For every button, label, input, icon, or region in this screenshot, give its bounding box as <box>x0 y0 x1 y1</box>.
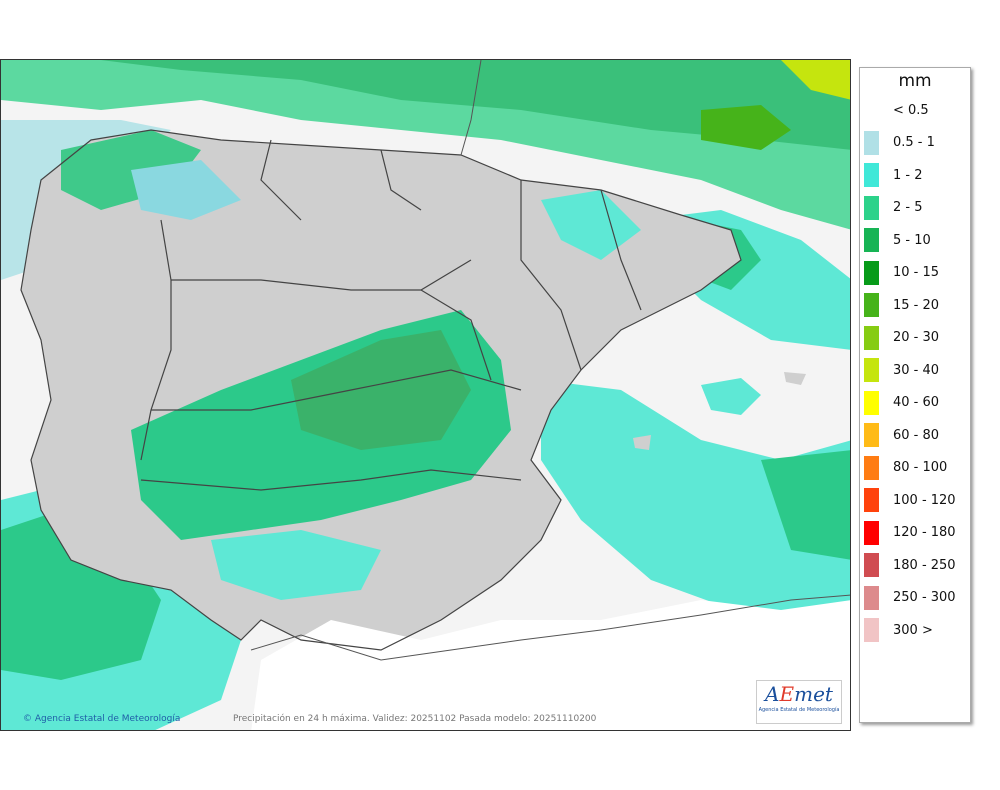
legend-item: 2 - 5 <box>864 195 923 220</box>
legend-label: 0.5 - 1 <box>893 135 935 150</box>
legend-item: 250 - 300 <box>864 585 956 610</box>
legend-item: 180 - 250 <box>864 553 956 577</box>
legend-item: 80 - 100 <box>864 455 948 480</box>
legend-label: 40 - 60 <box>893 395 940 410</box>
legend-label: 120 - 180 <box>893 525 956 540</box>
legend-item: 10 - 15 <box>864 260 940 285</box>
africa-coastline <box>250 594 850 661</box>
map-caption: Precipitación en 24 h máxima. Validez: 2… <box>233 714 597 724</box>
legend: mm < 0.5 0.5 - 1 1 - 2 2 - 5 5 - 10 10 - 15 15… <box>859 67 971 723</box>
legend-item: 60 - 80 <box>864 423 939 447</box>
legend-swatch <box>864 195 879 220</box>
legend-swatch <box>864 98 879 122</box>
legend-item: 5 - 10 <box>864 228 931 252</box>
legend-swatch <box>864 618 879 642</box>
legend-item: 100 - 120 <box>864 488 956 512</box>
legend-label: 180 - 250 <box>893 557 956 573</box>
legend-swatch <box>864 553 879 577</box>
legend-item: 20 - 30 <box>864 325 940 350</box>
legend-item: 120 - 180 <box>864 520 956 545</box>
legend-label: 80 - 100 <box>893 460 948 475</box>
legend-label: 250 - 300 <box>893 590 956 605</box>
legend-swatch <box>864 325 879 350</box>
legend-swatch <box>864 130 879 155</box>
legend-label: 30 - 40 <box>893 362 940 378</box>
legend-swatch <box>864 260 879 285</box>
legend-label: 10 - 15 <box>893 265 940 280</box>
legend-swatch <box>864 358 879 382</box>
legend-swatch <box>864 585 879 610</box>
legend-label: 2 - 5 <box>893 200 923 215</box>
land-rain <box>61 130 641 600</box>
legend-swatch <box>864 423 879 447</box>
precipitation-map: © Agencia Estatal de Meteorología Precip… <box>0 59 851 731</box>
legend-item: < 0.5 <box>864 98 929 122</box>
legend-label: 1 - 2 <box>893 167 923 183</box>
legend-item: 0.5 - 1 <box>864 130 935 155</box>
legend-swatch <box>864 455 879 480</box>
north-africa-land <box>251 600 850 730</box>
legend-swatch <box>864 293 879 317</box>
logo-wordmark: AEmet <box>765 682 833 706</box>
legend-unit: mm <box>898 71 932 91</box>
map-canvas <box>1 60 850 730</box>
legend-label: 300 > <box>893 622 933 638</box>
logo-subtitle: Agencia Estatal de Meteorología <box>758 707 840 713</box>
legend-label: < 0.5 <box>893 102 929 118</box>
legend-item: 15 - 20 <box>864 293 939 317</box>
legend-swatch <box>864 488 879 512</box>
legend-item: 40 - 60 <box>864 390 940 415</box>
legend-label: 60 - 80 <box>893 427 940 443</box>
legend-swatch <box>864 520 879 545</box>
aemet-logo: AEmet Agencia Estatal de Meteorología <box>756 680 842 724</box>
legend-item: 300 > <box>864 618 933 642</box>
balearic-islands <box>633 372 806 450</box>
legend-label: 100 - 120 <box>893 492 956 508</box>
credit-text: © Agencia Estatal de Meteorología <box>23 714 181 724</box>
legend-swatch <box>864 390 879 415</box>
legend-item: 1 - 2 <box>864 163 923 187</box>
legend-label: 5 - 10 <box>893 232 931 248</box>
legend-swatch <box>864 228 879 252</box>
france-border <box>460 60 482 156</box>
legend-label: 15 - 20 <box>893 297 940 313</box>
legend-label: 20 - 30 <box>893 330 940 345</box>
legend-swatch <box>864 163 879 187</box>
legend-item: 30 - 40 <box>864 358 939 382</box>
